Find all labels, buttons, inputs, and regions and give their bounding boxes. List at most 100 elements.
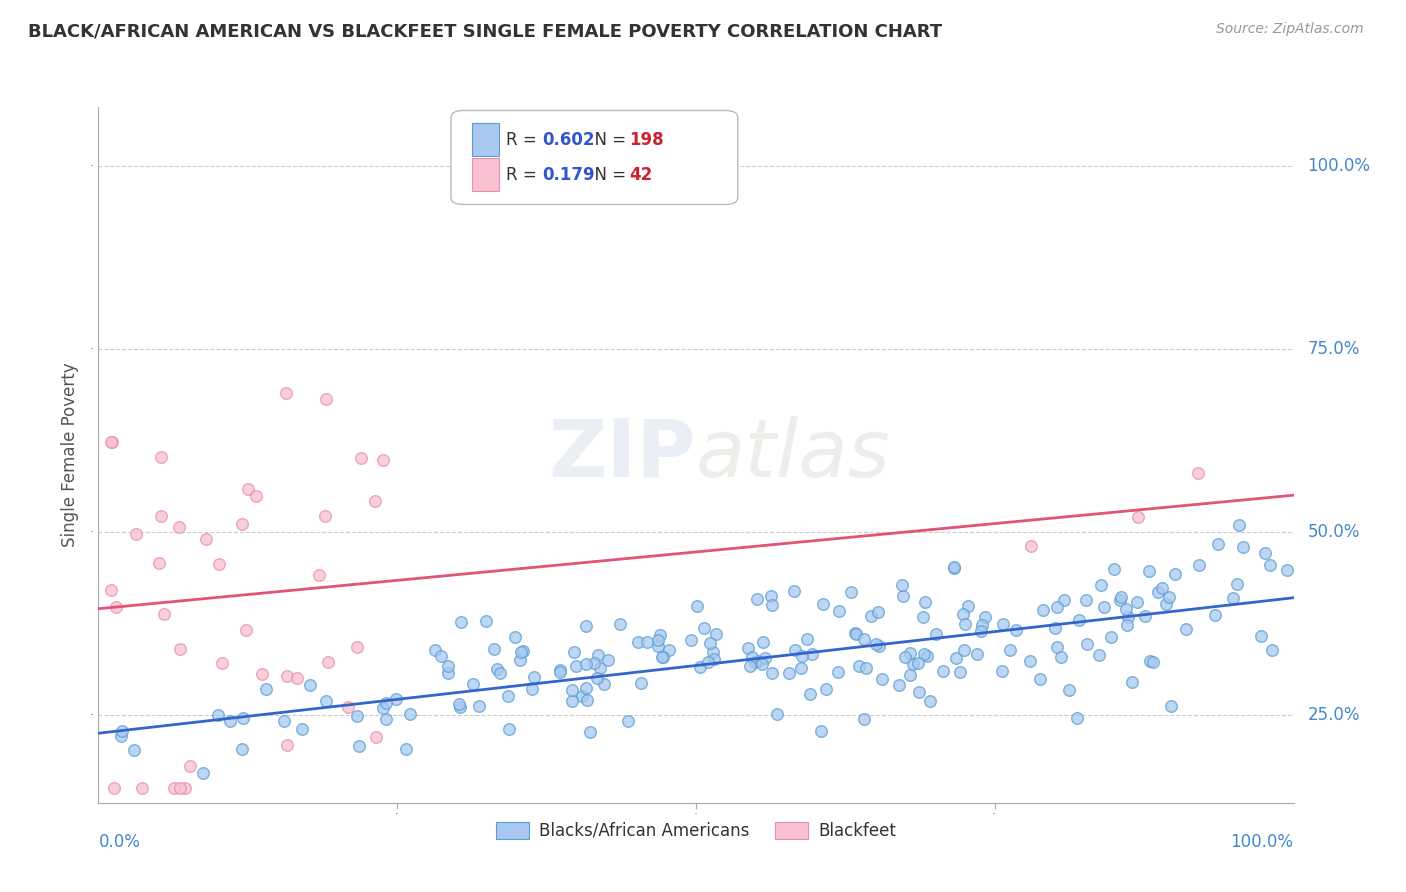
Text: 42: 42 xyxy=(628,166,652,184)
Point xyxy=(1046,640,1069,654)
Text: 100.0%: 100.0% xyxy=(1308,157,1371,175)
Text: 0.602: 0.602 xyxy=(541,131,595,149)
Point xyxy=(346,708,368,723)
Point xyxy=(1115,602,1137,616)
Point xyxy=(314,508,336,523)
Point xyxy=(276,739,298,753)
Point xyxy=(1232,540,1254,554)
Point xyxy=(276,385,298,400)
Point xyxy=(245,490,267,504)
Point xyxy=(125,526,148,541)
Point xyxy=(679,633,702,648)
Point xyxy=(1053,593,1076,607)
Point xyxy=(347,739,370,753)
Point xyxy=(291,722,314,736)
Point xyxy=(207,707,229,722)
Point xyxy=(131,781,153,796)
Point xyxy=(686,599,709,613)
Point xyxy=(652,649,675,664)
Point xyxy=(1018,654,1040,668)
Point xyxy=(898,647,921,661)
Text: 198: 198 xyxy=(628,131,664,149)
Point xyxy=(371,701,394,715)
Point xyxy=(696,655,718,669)
Point xyxy=(385,691,408,706)
Point xyxy=(1059,683,1081,698)
Point xyxy=(693,621,716,635)
Point xyxy=(169,520,191,534)
Point xyxy=(636,635,658,649)
Point xyxy=(104,599,127,614)
Point xyxy=(174,781,197,796)
Point xyxy=(1126,595,1149,609)
Point xyxy=(423,642,446,657)
Point xyxy=(110,729,132,743)
Point xyxy=(759,589,782,603)
Point xyxy=(482,642,505,657)
Point xyxy=(579,725,602,739)
Point xyxy=(436,665,458,680)
Point xyxy=(169,642,191,657)
Point xyxy=(488,666,510,681)
Point xyxy=(586,648,609,662)
Point xyxy=(956,599,979,613)
Point xyxy=(952,643,974,657)
Point xyxy=(815,681,838,696)
Point xyxy=(498,722,520,736)
Point xyxy=(436,658,458,673)
Point xyxy=(998,643,1021,657)
Point xyxy=(337,699,360,714)
Point xyxy=(1092,599,1115,614)
Point xyxy=(785,643,807,657)
Point xyxy=(111,724,134,739)
Text: 50.0%: 50.0% xyxy=(1308,523,1360,541)
Point xyxy=(276,669,298,683)
Point xyxy=(235,624,257,638)
Point xyxy=(790,649,813,664)
Point xyxy=(747,592,769,607)
Text: ZIP: ZIP xyxy=(548,416,696,494)
Point xyxy=(100,435,122,450)
Point xyxy=(1250,629,1272,643)
Point xyxy=(1076,637,1098,651)
Point xyxy=(211,656,233,670)
Point xyxy=(1227,517,1250,532)
Point xyxy=(868,640,890,654)
FancyBboxPatch shape xyxy=(472,123,499,156)
Point xyxy=(523,670,546,684)
Point xyxy=(395,741,418,756)
Point xyxy=(252,667,274,681)
Point xyxy=(616,714,638,728)
Point xyxy=(208,558,231,572)
Point xyxy=(1275,562,1298,576)
Point xyxy=(193,765,215,780)
Point xyxy=(1005,624,1028,638)
Point xyxy=(891,589,914,603)
Point xyxy=(548,665,571,680)
Text: BLACK/AFRICAN AMERICAN VS BLACKFEET SINGLE FEMALE POVERTY CORRELATION CHART: BLACK/AFRICAN AMERICAN VS BLACKFEET SING… xyxy=(28,22,942,40)
Point xyxy=(520,681,543,696)
Point xyxy=(800,647,823,661)
Point xyxy=(943,560,966,574)
Point xyxy=(1074,593,1097,607)
Point xyxy=(647,640,669,654)
Point xyxy=(254,682,277,697)
Point xyxy=(179,759,201,773)
Point xyxy=(565,659,588,673)
Point xyxy=(101,435,124,450)
Point xyxy=(1128,510,1150,524)
Point xyxy=(1133,609,1156,624)
Point xyxy=(627,634,650,648)
Point xyxy=(844,626,866,640)
Point xyxy=(1142,655,1164,669)
Point xyxy=(752,634,775,648)
Point xyxy=(232,711,254,725)
Point xyxy=(486,662,509,676)
Point xyxy=(782,584,804,599)
Point xyxy=(945,651,967,665)
Point xyxy=(496,689,519,703)
Point xyxy=(827,665,849,680)
Point xyxy=(582,656,605,670)
Legend: Blacks/African Americans, Blackfeet: Blacks/African Americans, Blackfeet xyxy=(489,815,903,847)
Point xyxy=(751,657,773,672)
